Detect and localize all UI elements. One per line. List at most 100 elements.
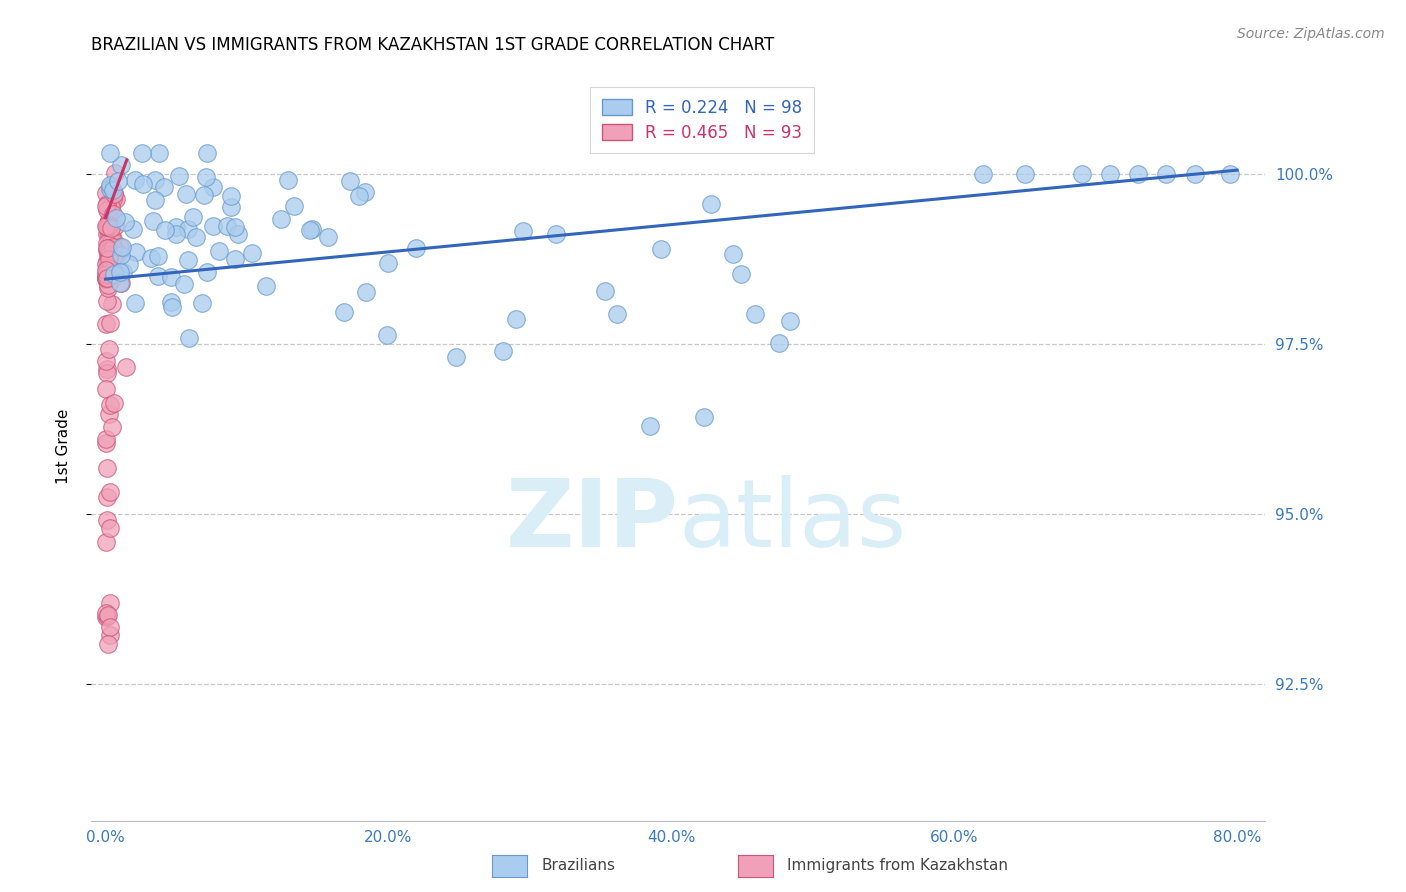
Point: [94, 219, 117, 234]
Point: [104, 250, 127, 264]
Point: [1014, 167, 1036, 181]
Point: [96, 235, 118, 250]
Point: [96, 490, 118, 504]
Text: Immigrants from Kazakhstan: Immigrants from Kazakhstan: [787, 858, 1008, 872]
Point: [98, 620, 121, 634]
Point: [94, 534, 117, 549]
Point: [97, 227, 120, 241]
Text: atlas: atlas: [678, 475, 907, 567]
Point: [118, 257, 141, 271]
Point: [96, 270, 118, 285]
Point: [96, 220, 118, 235]
Point: [96, 270, 118, 285]
Point: [97, 264, 120, 278]
Point: [97, 252, 120, 266]
Point: [283, 199, 305, 213]
Point: [97, 246, 120, 260]
Point: [354, 185, 377, 199]
Point: [638, 419, 661, 434]
Point: [721, 247, 744, 261]
Point: [768, 335, 790, 350]
Point: [1126, 167, 1149, 181]
Point: [318, 230, 340, 244]
Point: [1070, 167, 1092, 181]
Point: [1156, 167, 1178, 181]
Point: [224, 252, 246, 267]
Point: [100, 297, 122, 311]
Point: [96, 263, 118, 277]
Point: [94, 267, 117, 281]
Point: [98, 596, 121, 610]
Point: [101, 231, 124, 245]
Point: [100, 221, 122, 235]
Point: [96, 197, 118, 211]
Point: [103, 267, 125, 281]
Point: [98, 244, 121, 258]
Point: [108, 265, 131, 279]
Point: [98, 268, 121, 282]
Point: [97, 607, 120, 622]
Point: [201, 219, 224, 233]
Point: [98, 213, 121, 227]
Point: [332, 304, 354, 318]
Point: [96, 293, 118, 308]
Point: [94, 186, 117, 200]
Point: [97, 241, 120, 255]
Point: [110, 248, 132, 262]
Point: [100, 628, 122, 642]
Point: [202, 180, 225, 194]
Point: [242, 246, 264, 260]
Point: [107, 246, 129, 260]
Point: [97, 637, 120, 651]
Point: [208, 244, 231, 258]
Point: [97, 342, 120, 356]
Point: [744, 307, 766, 321]
Point: [544, 227, 567, 241]
Point: [97, 218, 120, 232]
Point: [96, 460, 118, 475]
Point: [100, 232, 122, 246]
Point: [115, 360, 138, 375]
Point: [131, 146, 153, 161]
Point: [108, 240, 131, 254]
Point: [94, 354, 117, 368]
Point: [97, 265, 120, 279]
Point: [184, 230, 207, 244]
Point: [98, 182, 121, 196]
Point: [193, 188, 215, 202]
Point: [96, 265, 118, 279]
Point: [97, 407, 120, 421]
Point: [94, 610, 117, 624]
Point: [142, 213, 165, 227]
Point: [97, 260, 120, 275]
Point: [1098, 167, 1121, 181]
Point: [97, 281, 120, 295]
Point: [96, 220, 118, 235]
Point: [98, 146, 121, 161]
Point: [96, 256, 118, 270]
Point: [104, 254, 127, 268]
Point: [650, 242, 672, 256]
Point: [122, 222, 145, 236]
Text: Source: ZipAtlas.com: Source: ZipAtlas.com: [1237, 27, 1385, 41]
Point: [104, 193, 127, 207]
Point: [112, 265, 135, 279]
Point: [152, 180, 174, 194]
Point: [377, 255, 399, 269]
Point: [98, 219, 121, 233]
Point: [219, 200, 242, 214]
Point: [347, 189, 370, 203]
Point: [101, 420, 124, 434]
Point: [1219, 167, 1241, 181]
Point: [444, 350, 467, 364]
Point: [94, 271, 117, 285]
Point: [173, 277, 195, 291]
Point: [103, 187, 125, 202]
Point: [301, 221, 323, 235]
Point: [97, 239, 120, 253]
Point: [692, 410, 714, 425]
Point: [143, 173, 166, 187]
Point: [354, 285, 377, 299]
Point: [226, 227, 249, 241]
Text: Brazilians: Brazilians: [541, 858, 616, 872]
